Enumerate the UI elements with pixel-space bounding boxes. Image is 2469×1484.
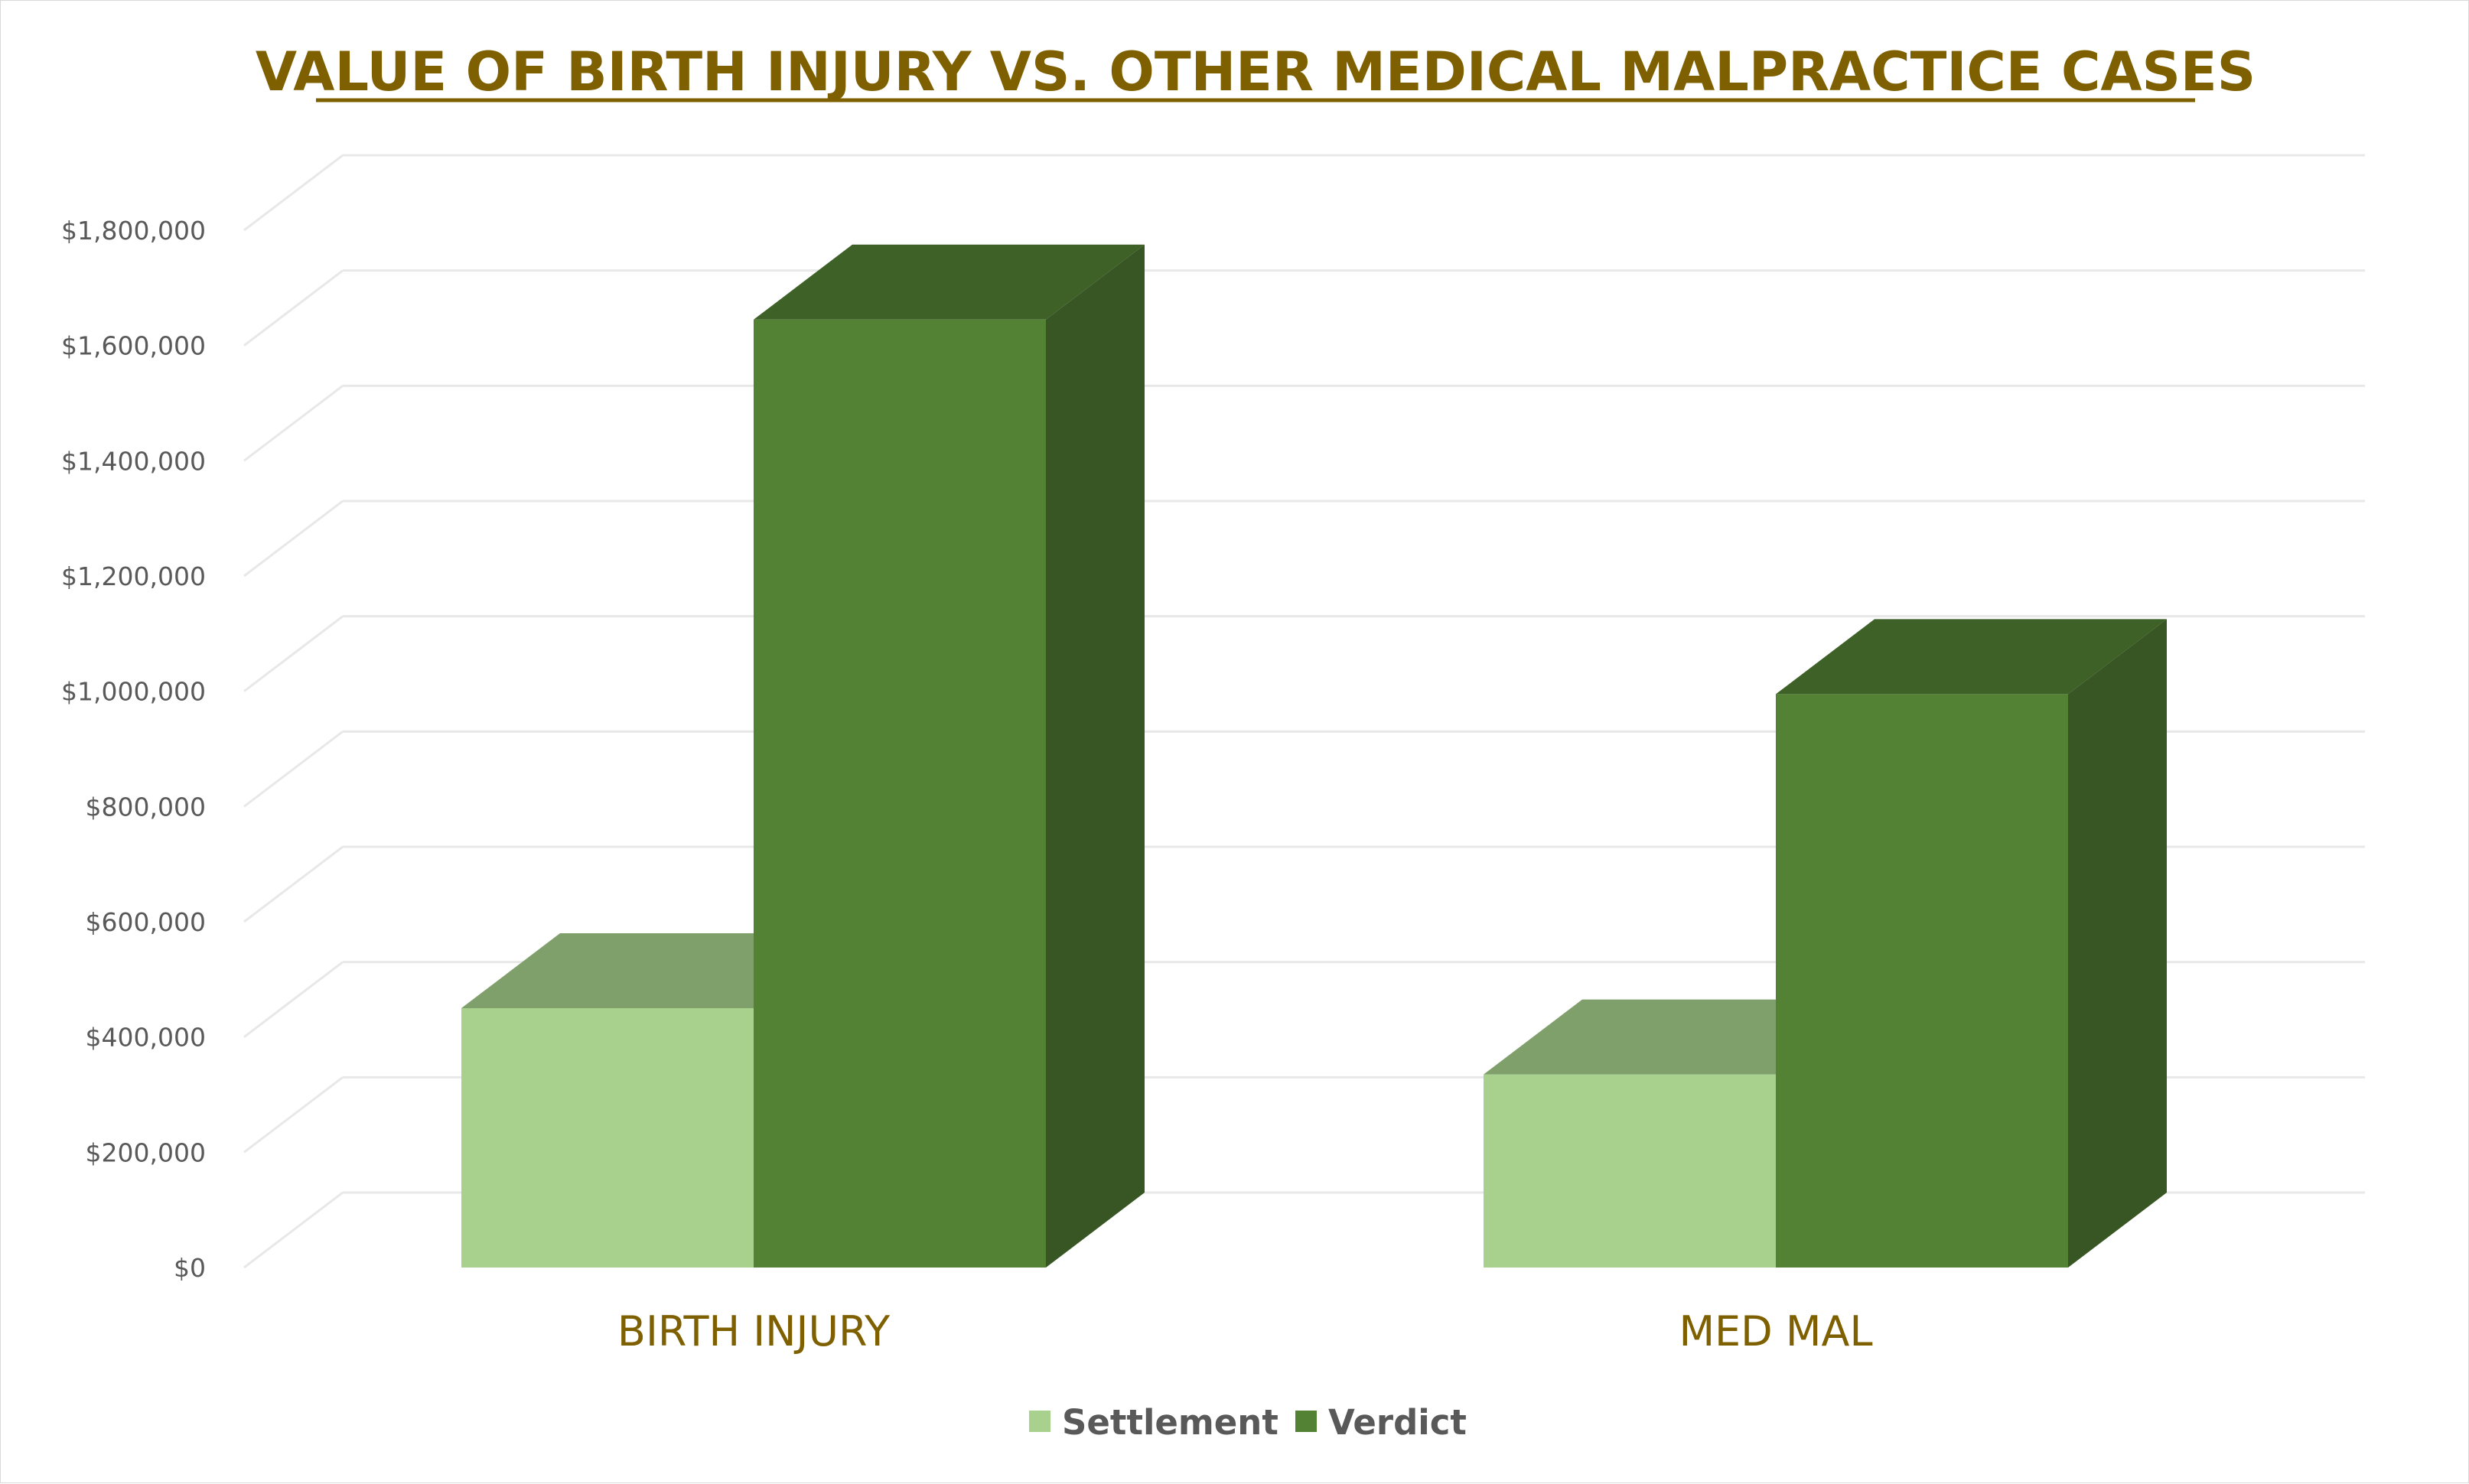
gridline-floor-3	[243, 845, 344, 923]
bar-top-face	[754, 244, 1145, 320]
y-tick-label: $1,800,000	[61, 216, 206, 246]
legend-swatch	[1295, 1411, 1317, 1432]
legend: Settlement Verdict	[1029, 1402, 1467, 1443]
chart-title: VALUE OF BIRTH INJURY VS. OTHER MEDICAL …	[256, 41, 2256, 103]
y-tick-label: $600,000	[86, 907, 206, 937]
legend-label: Settlement	[1062, 1402, 1278, 1443]
legend-label: Verdict	[1328, 1402, 1467, 1443]
gridline-floor-7	[243, 385, 344, 462]
gridline-floor-1	[243, 1076, 344, 1154]
gridline-floor-9	[243, 154, 344, 232]
bar-front-face	[461, 1008, 754, 1268]
bar-verdict-1	[1776, 619, 2167, 1268]
bar-verdict-0	[754, 244, 1145, 1268]
y-tick-label: $200,000	[86, 1137, 206, 1167]
gridline-floor-0	[243, 1191, 344, 1269]
gridlines	[243, 154, 2365, 1269]
gridline-floor-6	[243, 500, 344, 578]
x-axis-category-labels: BIRTH INJURY MED MAL	[617, 1307, 1873, 1355]
y-tick-label: $1,400,000	[61, 446, 206, 476]
bar-top-face	[1776, 619, 2167, 695]
bar-side-face	[2068, 619, 2167, 1268]
y-tick-label: $1,600,000	[61, 331, 206, 361]
bar-front-face	[754, 319, 1046, 1268]
bar-front-face	[1484, 1074, 1776, 1268]
y-tick-label: $400,000	[86, 1023, 206, 1053]
y-tick-label: $1,200,000	[61, 561, 206, 591]
legend-swatch	[1029, 1411, 1050, 1432]
gridline-floor-8	[243, 269, 344, 347]
y-tick-label: $1,000,000	[61, 677, 206, 707]
bar-side-face	[1046, 244, 1145, 1268]
legend-item-settlement: Settlement	[1029, 1402, 1278, 1443]
gridline-floor-4	[243, 731, 344, 808]
x-category-label: BIRTH INJURY	[617, 1307, 891, 1355]
y-tick-label: $0	[174, 1253, 206, 1283]
y-tick-label: $800,000	[86, 792, 206, 822]
y-axis-tick-labels: $0 $200,000 $400,000 $600,000 $800,000 $1,000…	[61, 216, 206, 1283]
legend-item-verdict: Verdict	[1295, 1402, 1467, 1443]
gridline-floor-5	[243, 615, 344, 692]
gridline-floor-2	[243, 961, 344, 1038]
bar-front-face	[1776, 694, 2068, 1268]
bars	[461, 244, 2167, 1268]
x-category-label: MED MAL	[1679, 1307, 1872, 1355]
